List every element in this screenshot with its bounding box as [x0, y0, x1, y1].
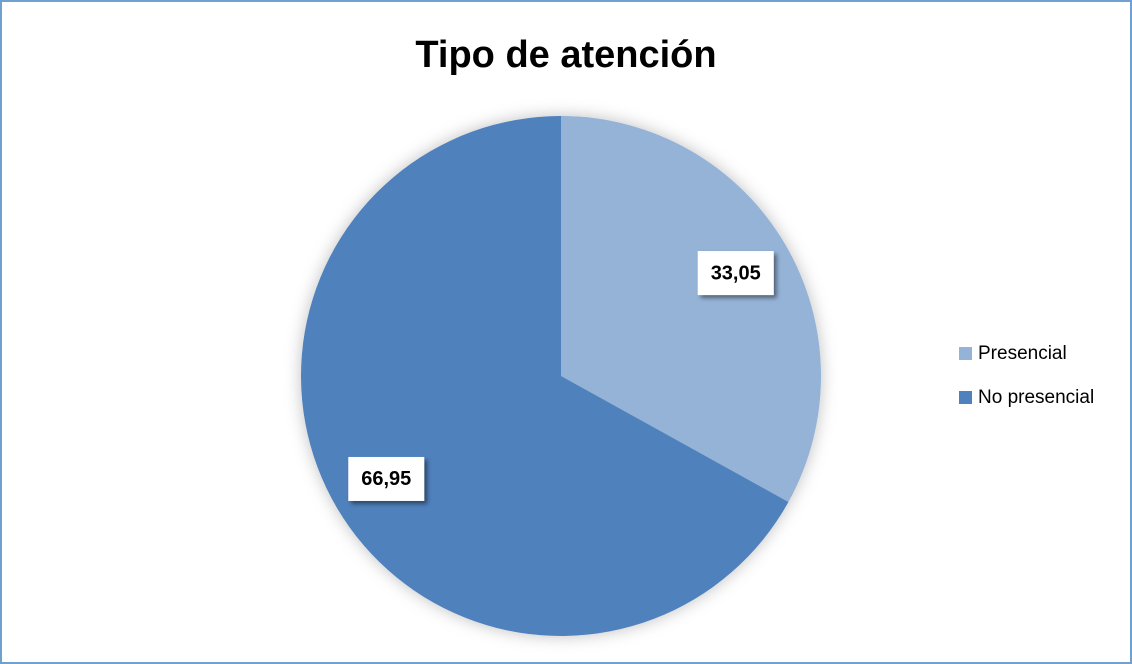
chart-title: Tipo de atención [415, 34, 716, 76]
legend-box [946, 333, 1120, 420]
data-label: 33,05 [711, 262, 761, 284]
legend-swatch [959, 391, 972, 404]
pie [300, 116, 821, 636]
legend-label: No presencial [978, 387, 1094, 408]
legend-label: Presencial [978, 343, 1067, 364]
legend-swatch [959, 347, 972, 360]
data-label-box [697, 251, 774, 296]
pie-slice [300, 116, 789, 636]
pie-slice [561, 116, 821, 502]
data-label-box [348, 456, 425, 501]
data-label: 66,95 [361, 468, 411, 490]
